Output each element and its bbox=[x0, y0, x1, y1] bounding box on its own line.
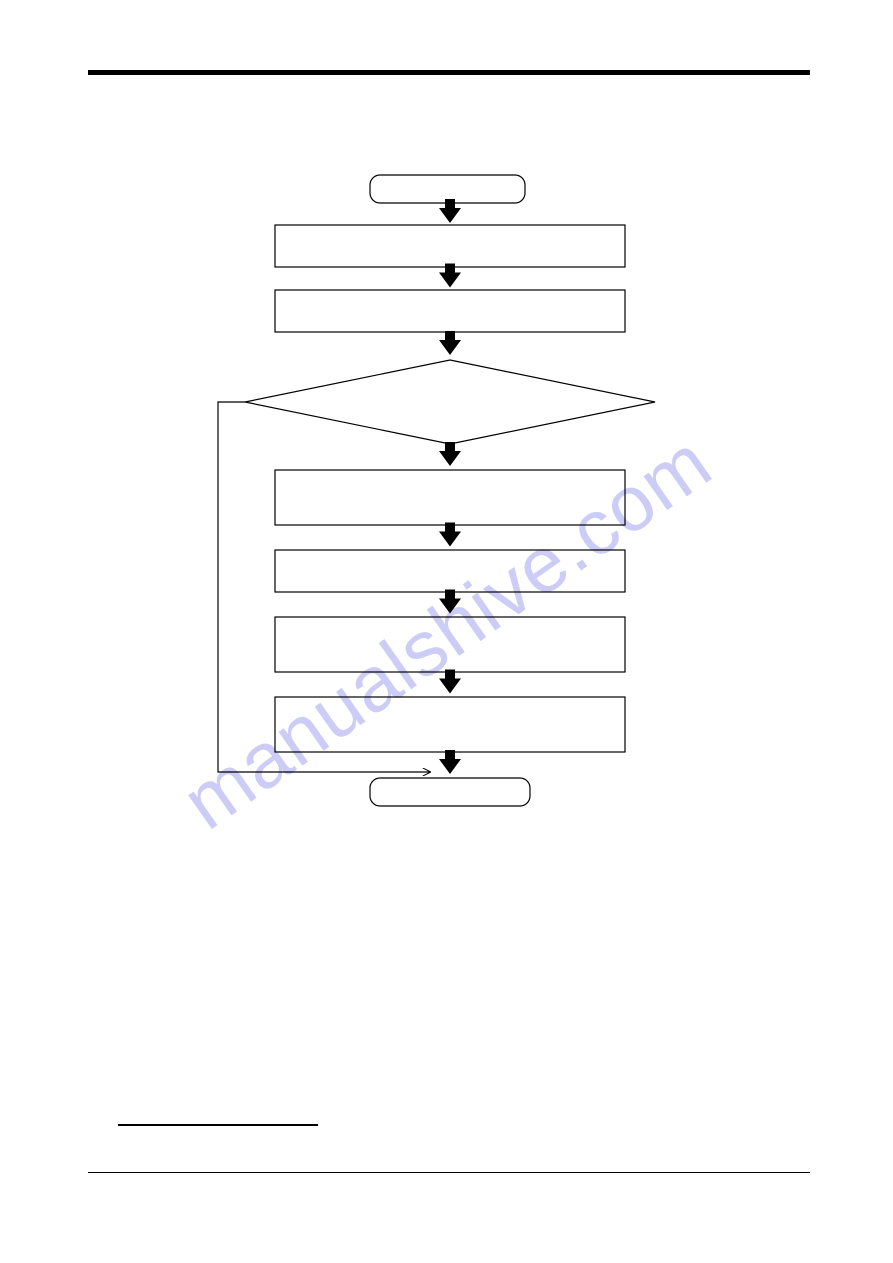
flowchart-process-n5 bbox=[275, 550, 625, 592]
flowchart-arrow-e6 bbox=[439, 670, 461, 694]
flowchart-process-n7 bbox=[275, 697, 625, 752]
flowchart-arrow-e8 bbox=[218, 402, 430, 772]
flowchart-arrow-e2 bbox=[439, 331, 461, 355]
flowchart-terminator-n8 bbox=[370, 778, 530, 806]
flowchart-arrow-e5 bbox=[439, 590, 461, 614]
flowchart-process-n6 bbox=[275, 617, 625, 672]
flowchart-arrow-e3 bbox=[439, 442, 461, 466]
flowchart-process-n2 bbox=[275, 290, 625, 332]
page: manualshive.com bbox=[0, 0, 893, 1263]
flowchart-process-n1 bbox=[275, 225, 625, 267]
flowchart-process-n4 bbox=[275, 470, 625, 525]
flowchart-arrow-e4 bbox=[439, 523, 461, 547]
flowchart-terminator-n0 bbox=[370, 175, 525, 203]
flowchart bbox=[0, 0, 893, 1263]
flowchart-arrow-e7 bbox=[439, 750, 461, 774]
flowchart-decision-n3 bbox=[245, 360, 655, 444]
